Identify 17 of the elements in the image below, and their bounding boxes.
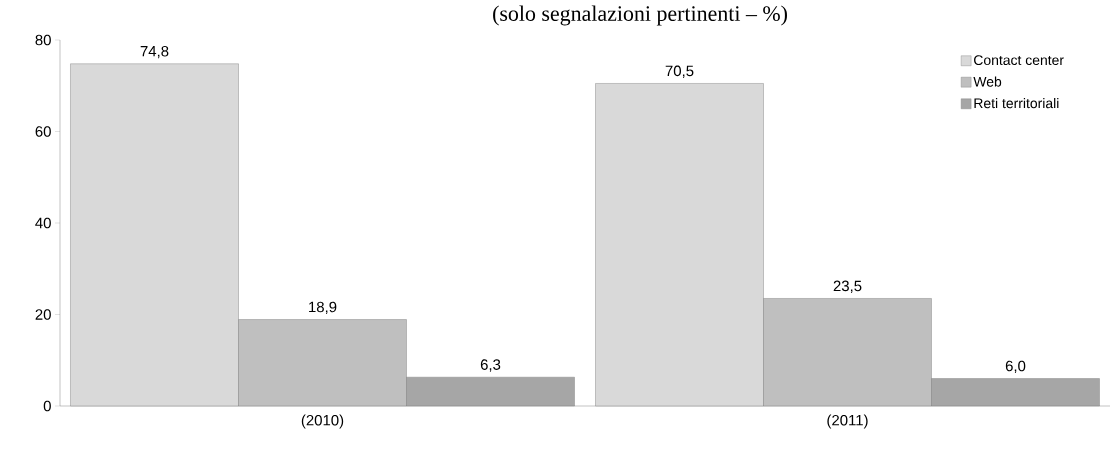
legend-label: Reti territoriali: [974, 97, 1059, 109]
legend-label: Web: [973, 76, 1002, 87]
data-label: 6,3: [480, 359, 501, 372]
y-tick-label: 0: [43, 400, 51, 412]
chart-title: (solo segnalazioni pertinenti – %): [493, 5, 787, 26]
x-tick-label: (2011): [827, 414, 868, 429]
y-tick-label: 20: [35, 309, 51, 320]
y-tick-label: 60: [35, 126, 51, 137]
data-label: 23,5: [833, 280, 862, 293]
data-label: 74,8: [140, 45, 169, 59]
data-label: 70,5: [665, 65, 694, 78]
data-label: 6,0: [1005, 360, 1026, 374]
y-tick-label: 40: [35, 217, 51, 229]
y-tick-label: 80: [35, 34, 51, 46]
data-label: 18,9: [309, 301, 337, 315]
legend-label: Contact center: [974, 55, 1064, 66]
x-tick-label: (2010): [301, 414, 344, 429]
